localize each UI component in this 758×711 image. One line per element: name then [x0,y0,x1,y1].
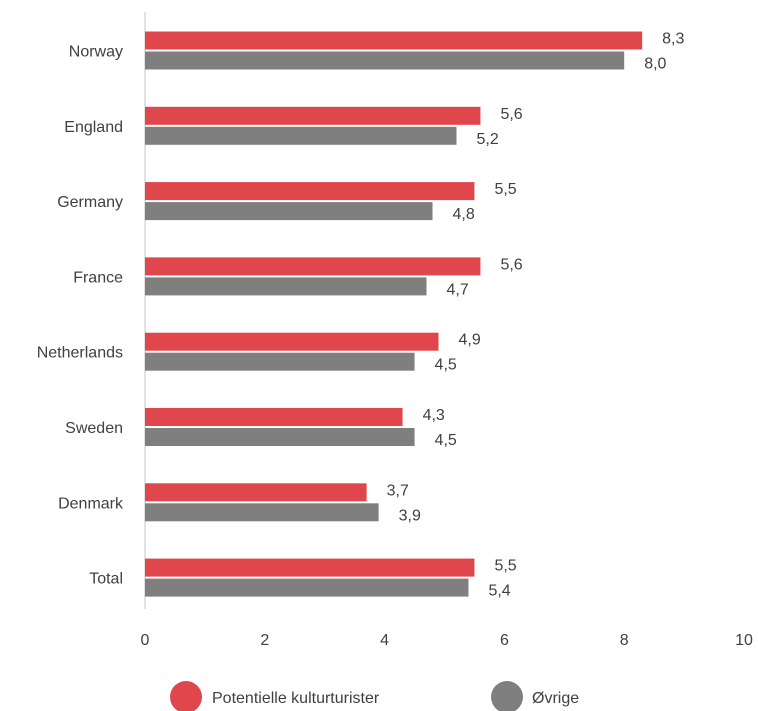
bar-norway-series-1 [145,31,643,50]
bar-france-series-1 [145,257,481,276]
legend-marker-series-1 [170,681,202,711]
x-tick-label-4: 4 [380,632,389,649]
category-label-germany: Germany [57,194,123,211]
data-label-england-series-2: 5,2 [476,131,498,148]
bar-netherlands-series-2 [145,352,415,371]
category-label-france: France [73,269,123,286]
legend-marker-series-2 [491,681,523,711]
category-label-norway: Norway [69,44,123,61]
bar-total-series-2 [145,578,469,597]
category-label-sweden: Sweden [65,420,123,437]
bar-total-series-1 [145,558,475,577]
data-label-denmark-series-2: 3,9 [399,507,421,524]
legend: Potentielle kulturturister Øvrige [170,681,579,711]
data-label-sweden-series-1: 4,3 [423,407,445,424]
x-tick-label-2: 2 [260,632,269,649]
x-tick-label-10: 10 [735,632,753,649]
x-tick-label-6: 6 [500,632,509,649]
x-tick-label-8: 8 [620,632,629,649]
data-label-norway-series-2: 8,0 [644,56,666,73]
legend-label-series-1: Potentielle kulturturister [212,690,380,707]
bar-germany-series-1 [145,182,475,201]
data-label-total-series-2: 5,4 [488,583,510,600]
data-label-denmark-series-1: 3,7 [387,482,409,499]
data-label-germany-series-1: 5,5 [494,181,516,198]
x-tick-labels-group: 0 2 4 6 8 10 [141,632,753,649]
category-label-total: Total [89,571,123,588]
data-label-germany-series-2: 4,8 [453,206,475,223]
legend-label-series-2: Øvrige [532,690,579,707]
bar-germany-series-2 [145,202,433,221]
data-label-france-series-2: 4,7 [447,281,469,298]
category-label-england: England [64,119,123,136]
bar-sweden-series-2 [145,428,415,446]
bars-group [145,31,643,597]
data-label-france-series-1: 5,6 [500,256,522,273]
bar-england-series-2 [145,126,457,145]
category-label-denmark: Denmark [58,495,124,512]
data-labels-group: 8,38,05,65,25,54,85,64,74,94,54,34,53,73… [387,31,685,600]
bar-france-series-2 [145,277,427,296]
data-label-england-series-1: 5,6 [500,106,522,123]
bar-denmark-series-2 [145,503,379,522]
data-label-total-series-1: 5,5 [494,558,516,575]
x-tick-label-0: 0 [141,632,150,649]
bar-denmark-series-1 [145,483,367,502]
data-label-netherlands-series-2: 4,5 [435,357,457,374]
bar-norway-series-2 [145,51,625,70]
bar-england-series-1 [145,106,481,125]
category-label-netherlands: Netherlands [37,345,123,362]
bar-sweden-series-1 [145,408,403,426]
data-label-sweden-series-2: 4,5 [435,432,457,449]
data-label-netherlands-series-1: 4,9 [459,332,481,349]
category-labels-group: Norway England Germany France Netherlands Swe… [37,44,124,588]
data-label-norway-series-1: 8,3 [662,31,684,48]
bar-netherlands-series-1 [145,332,439,351]
